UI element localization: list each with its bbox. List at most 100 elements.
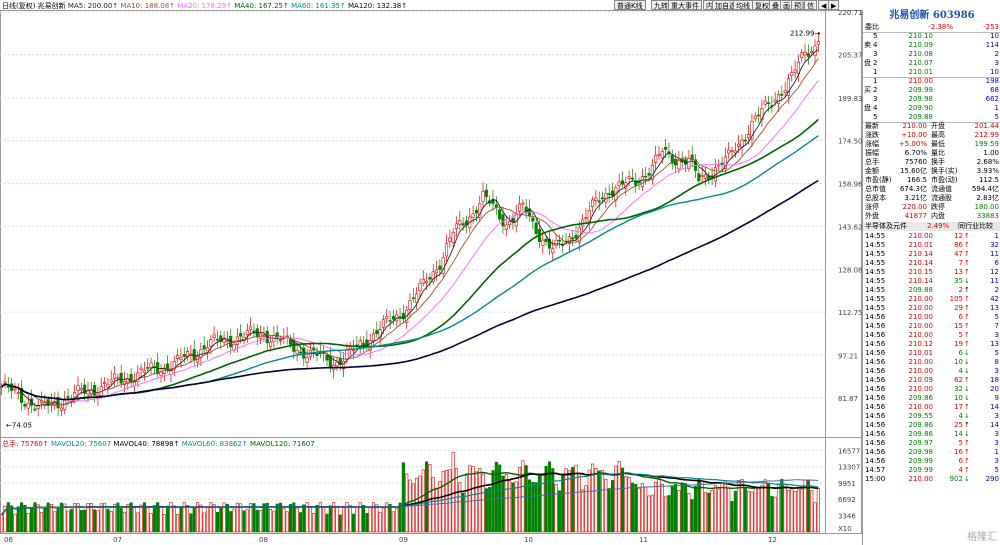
sector-tabs[interactable]: 半导体及元件 2.49% 同行业比较	[863, 222, 1000, 231]
cell: 75760	[904, 158, 927, 166]
volume-bar	[295, 507, 299, 533]
cell: 3	[994, 439, 999, 447]
sector-tab[interactable]: 半导体及元件	[865, 222, 907, 230]
toolbar-btn-12[interactable]: ▶	[828, 0, 840, 10]
cell: 594.4亿	[971, 185, 999, 193]
volume-bar	[395, 508, 399, 533]
volume-bar	[720, 483, 724, 533]
tick-row: 14:56 209.86 10 ↓ 9	[863, 394, 1000, 403]
volume-bar	[488, 487, 492, 533]
volume-bar	[272, 510, 276, 533]
volume-bar	[93, 509, 97, 533]
volume-bar	[348, 505, 352, 533]
candle-body	[391, 316, 395, 320]
cell: 13	[954, 268, 963, 276]
vol-legend: 总手: 75760↑ MAVOL20: 75607 MAVOL40: 78898…	[2, 439, 315, 448]
candle-body	[103, 382, 107, 385]
candle-body	[717, 164, 721, 167]
quote-panel: 兆易创新 603986 委比 -2.38% -253 5 210.10 10 卖 4 210.0…	[862, 10, 1000, 545]
cell: 14:56	[865, 457, 886, 465]
volume-bar	[760, 485, 764, 533]
tick-row: 14:56 209.98 16 ↑ 1	[863, 448, 1000, 457]
cell: 盘	[864, 59, 871, 67]
sector-tab[interactable]: 2.49%	[927, 222, 950, 230]
candle-body	[278, 339, 283, 342]
cell: ↓	[964, 412, 970, 420]
volume-bar	[79, 510, 83, 533]
volume-bar	[282, 508, 286, 533]
cell: 210.00	[908, 367, 934, 375]
volume-bar	[800, 488, 804, 533]
x-tick-label: 10	[524, 536, 533, 544]
tick-row: 14:56 210.01 6 ↓ 5	[863, 349, 1000, 358]
cell: ↑	[964, 304, 970, 312]
cell: -253	[983, 23, 999, 31]
quote-row: 最新 210.00 开盘 201.44	[863, 122, 1000, 131]
volume-bar	[630, 482, 634, 533]
volume-bar	[219, 508, 223, 533]
volume-bar	[318, 502, 322, 533]
ma-legend: 日线(复权) 兆易创新 MA5: 200.00↑ MA10: 188.08↑ M…	[2, 1, 407, 10]
volume-bar	[757, 488, 761, 533]
cell: 总股本	[865, 194, 886, 202]
volume-bar	[468, 465, 472, 533]
candle-body	[176, 354, 180, 359]
candle-body	[501, 214, 505, 227]
volume-bar	[581, 489, 585, 533]
candle-body	[627, 176, 631, 179]
volume-bar	[215, 511, 220, 533]
candle-body	[743, 139, 747, 142]
cell: ↑	[964, 331, 970, 339]
toolbar-btn-2[interactable]: 重大事件	[668, 0, 702, 10]
cell: 210.00	[908, 232, 934, 240]
volume-bar	[693, 485, 698, 533]
volume-bar	[604, 478, 608, 533]
toolbar-btn-10[interactable]: 信	[804, 0, 817, 10]
volume-bar	[647, 495, 651, 533]
volume-bar	[129, 502, 133, 533]
volume-bar	[531, 481, 535, 533]
volume-bar	[86, 503, 90, 533]
volume-bar	[375, 504, 379, 533]
cell: 4	[873, 104, 878, 112]
cell: 210.01	[908, 241, 934, 249]
cell: 3	[994, 457, 999, 465]
toolbar-btn-5[interactable]: 均线	[733, 0, 753, 10]
kline-chart[interactable]: 220.71 205.37 189.83 174.50 158.96 143.62 128.…	[0, 0, 862, 545]
volume-bar	[524, 465, 528, 533]
stock-code: 603986	[932, 10, 975, 21]
candle-body	[554, 239, 558, 246]
volume-bar	[53, 511, 57, 533]
cell: 209.99	[908, 457, 934, 465]
cell: 210.01	[908, 68, 934, 76]
volume-bar	[534, 482, 538, 533]
cell: 2.68%	[976, 158, 999, 166]
volume-bar	[411, 483, 415, 533]
candle-body	[737, 143, 741, 147]
volume-bar	[730, 501, 734, 533]
ask-row: 卖 4 210.09 114	[863, 41, 1000, 50]
cell: 210.14	[908, 259, 934, 267]
quote-row: 市盈(静) 166.5 市盈(动) 112.5	[863, 176, 1000, 185]
candle-body	[700, 175, 704, 177]
cell: 14:56	[865, 313, 886, 321]
cell: 210.14	[908, 277, 934, 285]
candle-body	[209, 339, 213, 347]
volume-bar	[10, 505, 14, 533]
cell: 总市值	[865, 185, 886, 193]
volume-bar	[547, 461, 551, 533]
volume-bar	[335, 505, 339, 533]
tick-row: 14:55 210.15 13 ↑ 12	[863, 268, 1000, 277]
cell: 18	[990, 376, 999, 384]
candle-body	[654, 154, 658, 163]
cell: 2.83亿	[976, 194, 999, 202]
toolbar-btn-0[interactable]: 普通K线	[614, 0, 646, 10]
cell: 14	[954, 430, 963, 438]
cell: 199.59	[974, 140, 1000, 148]
volume-bar	[401, 462, 405, 533]
tick-row: 14:56 209.55 4 ↓ 3	[863, 412, 1000, 421]
y-tick-label: 112.75	[838, 309, 862, 317]
sector-tab[interactable]: 同行业比较	[958, 222, 993, 230]
cell: 4	[958, 466, 963, 474]
quote-row: 外盘 41877 内盘 33883	[863, 212, 1000, 221]
